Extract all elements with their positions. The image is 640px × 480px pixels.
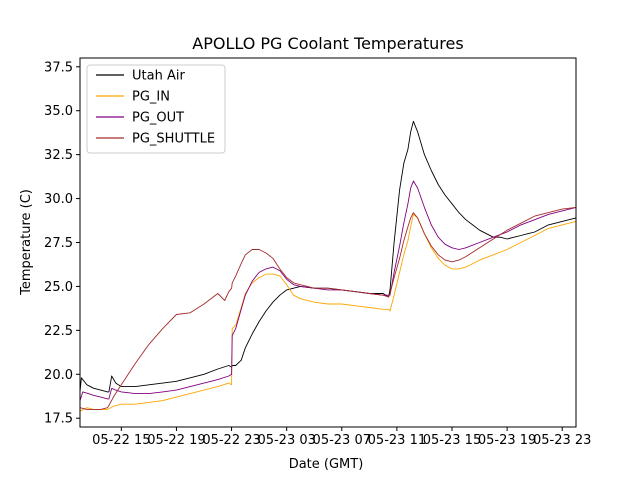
x-tick-label: 05-23 23 <box>533 433 591 448</box>
x-tick-label: 05-23 15 <box>423 433 481 448</box>
x-tick-label: 05-23 11 <box>368 433 426 448</box>
x-tick-label: 05-23 03 <box>257 433 315 448</box>
y-tick-label: 20.0 <box>44 368 73 383</box>
y-axis-label: Temperature (C) <box>19 189 34 296</box>
series-line-pg-out <box>79 180 577 401</box>
y-tick-label: 37.5 <box>44 60 73 75</box>
x-tick-label: 05-23 07 <box>313 433 371 448</box>
y-tick-label: 27.5 <box>44 236 73 251</box>
series-layer <box>79 120 577 412</box>
x-axis-label: Date (GMT) <box>289 457 364 472</box>
y-tick-label: 22.5 <box>44 324 73 339</box>
y-tick-label: 17.5 <box>44 412 73 427</box>
x-tick-label: 05-22 23 <box>202 433 260 448</box>
x-tick-label: 05-22 19 <box>147 433 205 448</box>
legend-label-pg-out: PG_OUT <box>132 111 184 126</box>
y-axis: 17.5 20.0 22.5 25.0 27.5 30.0 32.5 35.0 37.5 <box>44 60 80 427</box>
series-line-pg-in <box>79 213 577 412</box>
legend-box <box>86 64 226 154</box>
y-tick-label: 25.0 <box>44 280 73 295</box>
y-tick-label: 30.0 <box>44 192 73 207</box>
series-line-pg-shuttle <box>79 206 577 410</box>
chart-title: APOLLO PG Coolant Temperatures <box>192 34 463 53</box>
legend-label-utah-air: Utah Air <box>132 69 185 84</box>
x-tick-label: 05-23 19 <box>478 433 536 448</box>
legend-label-pg-shuttle: PG_SHUTTLE <box>132 132 215 147</box>
y-tick-label: 32.5 <box>44 148 73 163</box>
y-tick-label: 35.0 <box>44 104 73 119</box>
legend: Utah Air PG_IN PG_OUT PG_SHUTTLE <box>86 64 226 154</box>
x-tick-label: 05-22 15 <box>92 433 150 448</box>
legend-label-pg-in: PG_IN <box>132 90 170 105</box>
